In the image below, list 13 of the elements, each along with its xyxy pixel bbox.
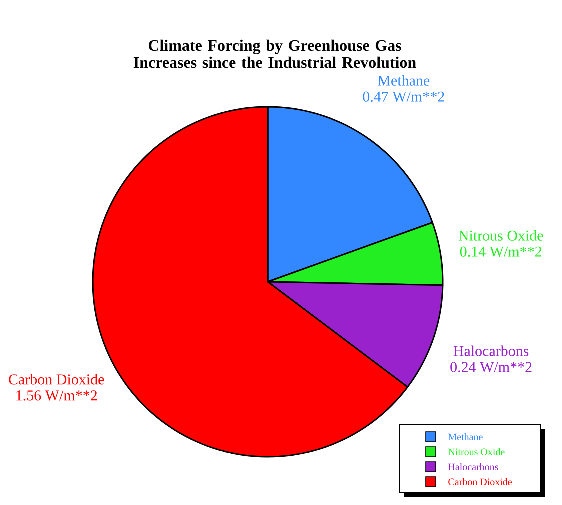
legend-label: Carbon Dioxide	[448, 478, 512, 486]
slice-label: Carbon Dioxide	[9, 374, 104, 385]
slice-label: Halocarbons	[454, 346, 529, 356]
chart-title: Climate Forcing by Greenhouse Gas Increases since the Industrial Revolution	[134, 40, 416, 68]
slice-label: Nitrous Oxide	[458, 230, 544, 241]
legend-label: Halocarbons	[448, 463, 498, 471]
data-label: 1.56 W/m**2	[16, 390, 98, 401]
data-label: 0.47 W/m**2	[363, 92, 444, 102]
legend-label: Methane	[448, 433, 483, 441]
legend-label: Nitrous Oxide	[448, 448, 505, 456]
data-label: 0.14 W/m**2	[460, 246, 542, 258]
slice-label: Methane	[378, 75, 430, 86]
data-label: 0.24 W/m**2	[450, 362, 532, 372]
